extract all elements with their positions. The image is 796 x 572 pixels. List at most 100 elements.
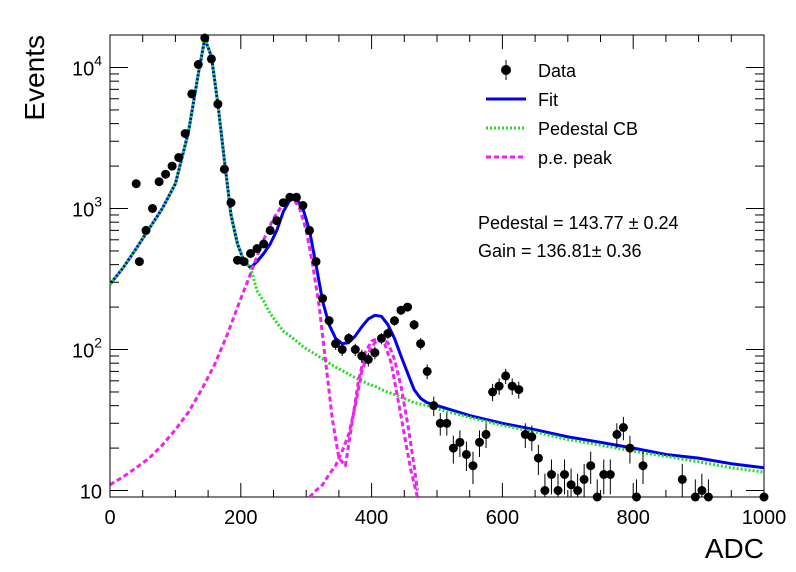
data-point-marker [501, 371, 511, 381]
data-point-marker [403, 302, 413, 312]
data-point [390, 316, 399, 326]
data-point-marker [409, 320, 419, 330]
data-point [599, 459, 609, 495]
data-point [318, 294, 328, 303]
data-point-marker [540, 486, 550, 495]
data-point [703, 479, 713, 502]
data-point-marker [272, 216, 282, 226]
x-tick-label: 1000 [742, 507, 787, 529]
data-point-marker [592, 492, 602, 502]
data-point-marker [226, 198, 236, 208]
data-point [187, 89, 197, 99]
y-tick-label: 104 [72, 52, 102, 80]
data-point-marker [566, 480, 576, 490]
data-point [337, 343, 347, 356]
data-point-marker [703, 492, 713, 502]
data-point [442, 412, 452, 436]
data-point-marker [331, 339, 341, 349]
data-point-marker [448, 443, 458, 453]
data-point-marker [560, 470, 569, 479]
data-point [350, 343, 360, 356]
data-point-marker [239, 257, 249, 267]
data-point-marker [193, 60, 203, 69]
curve-p-e-peak-2nd-component [308, 336, 419, 499]
legend-label: Pedestal CB [538, 119, 638, 139]
data-point-marker [298, 201, 308, 210]
data-point [592, 479, 602, 502]
x-tick-label: 400 [355, 507, 388, 529]
data-point-marker [285, 192, 295, 202]
data-point [226, 198, 236, 208]
data-point [586, 451, 596, 485]
data-point-marker [141, 225, 151, 235]
data-point [448, 435, 458, 464]
data-point [259, 239, 269, 249]
data-point [488, 383, 498, 402]
data-point-marker [324, 316, 334, 326]
data-point-marker [291, 192, 301, 202]
data-point [481, 423, 491, 449]
data-point [383, 328, 393, 340]
data-point [533, 444, 543, 476]
data-point [148, 204, 157, 213]
data-point-marker [311, 257, 321, 267]
data-point-marker [131, 179, 141, 189]
data-point [625, 435, 635, 464]
data-point-marker [252, 244, 262, 254]
data-point-marker [246, 249, 256, 258]
data-point [200, 33, 210, 43]
plot-frame [109, 34, 765, 498]
data-point [612, 423, 622, 449]
data-point [605, 459, 615, 495]
data-point [573, 473, 583, 497]
data-point-marker [455, 437, 465, 447]
data-point-marker [161, 169, 171, 179]
data-point-marker [259, 239, 269, 249]
data-point-marker [206, 54, 216, 64]
data-point-marker [638, 461, 648, 471]
data-point-marker [344, 333, 354, 343]
annotation-gain: Gain = 136.81± 0.36 [478, 241, 642, 261]
x-tick-label: 200 [224, 507, 257, 529]
data-point [213, 99, 223, 109]
data-point [553, 473, 563, 497]
data-point-marker [553, 486, 563, 495]
data-point-marker [677, 474, 687, 484]
data-point [507, 378, 517, 396]
data-point [193, 60, 203, 69]
data-point [161, 169, 171, 179]
x-axis-title: ADC [705, 533, 764, 564]
data-point [272, 216, 282, 226]
data-point [239, 257, 249, 267]
data-point [435, 412, 445, 436]
data-point-marker [527, 432, 537, 442]
data-point-marker [461, 450, 471, 459]
legend-label: Data [538, 61, 577, 81]
data-point [278, 198, 288, 208]
data-point [141, 225, 151, 235]
data-point [131, 179, 141, 189]
data-point [638, 451, 648, 485]
x-tick-label: 800 [617, 507, 650, 529]
data-point-marker [180, 129, 190, 139]
data-point [632, 479, 641, 502]
data-point-marker [442, 418, 452, 428]
data-point-marker [690, 492, 700, 502]
data-points-layer [131, 33, 769, 502]
data-point [265, 225, 275, 235]
data-point [174, 153, 184, 162]
data-point-marker [697, 486, 707, 495]
data-point-marker [586, 461, 596, 471]
data-point-marker [350, 345, 360, 354]
data-point-marker [632, 492, 641, 502]
data-point-marker [507, 381, 517, 391]
data-point-marker [278, 198, 288, 208]
data-point [468, 451, 478, 485]
data-point-marker [134, 257, 144, 267]
data-point [494, 378, 504, 396]
data-point-marker [187, 89, 197, 99]
data-point [416, 338, 426, 350]
data-point [363, 353, 373, 367]
legend-entry: Data [501, 60, 577, 81]
data-point-marker [383, 329, 393, 338]
